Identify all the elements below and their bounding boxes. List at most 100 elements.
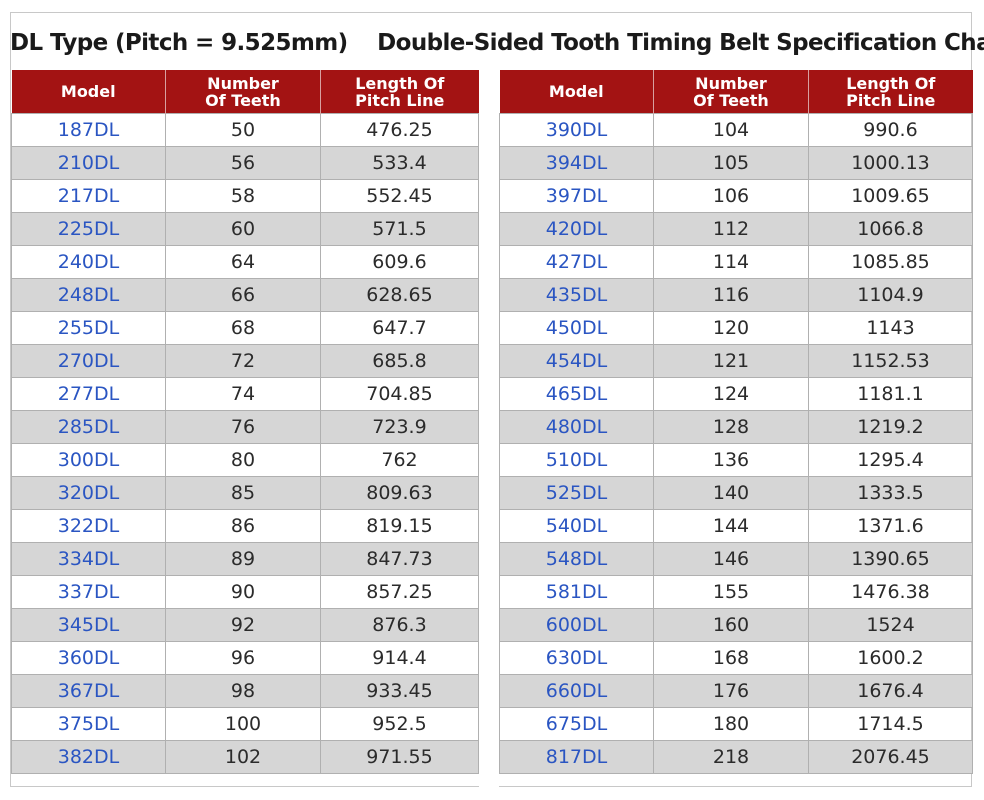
model-cell: 450DL [499, 311, 654, 345]
length-cell: 1476.38 [808, 575, 973, 609]
teeth-cell: 64 [165, 245, 321, 279]
table-row: 390DL 104 990.6 [499, 113, 973, 147]
length-cell: 1085.85 [808, 245, 973, 279]
table-row: 548DL 146 1390.65 [499, 542, 973, 576]
length-cell: 952.5 [320, 707, 479, 741]
teeth-cell: 68 [165, 311, 321, 345]
teeth-cell: 56 [165, 146, 321, 180]
length-cell: 933.45 [320, 674, 479, 708]
table-row: 255DL 68 647.7 [11, 311, 479, 345]
teeth-cell: 76 [165, 410, 321, 444]
table-row: 187DL 50 476.25 [11, 113, 479, 147]
model-cell: 255DL [11, 311, 166, 345]
length-cell: 647.7 [320, 311, 479, 345]
teeth-cell: 144 [653, 509, 809, 543]
table-row: 420DL 112 1066.8 [499, 212, 973, 246]
header-length-of-pitch-line: Length Of Pitch Line [808, 70, 973, 114]
length-cell: 819.15 [320, 509, 479, 543]
header-number-of-teeth: Number Of Teeth [653, 70, 809, 114]
teeth-cell: 168 [653, 641, 809, 675]
model-cell: 420DL [499, 212, 654, 246]
length-cell: 1219.2 [808, 410, 973, 444]
model-cell: 540DL [499, 509, 654, 543]
teeth-cell: 124 [653, 377, 809, 411]
teeth-cell: 114 [653, 245, 809, 279]
table-row: 675DL 180 1714.5 [499, 707, 973, 741]
model-cell: 337DL [11, 575, 166, 609]
teeth-cell: 106 [653, 179, 809, 213]
table-row: 660DL 176 1676.4 [499, 674, 973, 708]
model-cell: 277DL [11, 377, 166, 411]
table-row: 225DL 60 571.5 [11, 212, 479, 246]
table-gap [479, 70, 499, 787]
length-cell: 1714.5 [808, 707, 973, 741]
model-cell: 427DL [499, 245, 654, 279]
model-cell: 548DL [499, 542, 654, 576]
table-row: 367DL 98 933.45 [11, 674, 479, 708]
length-cell: 628.65 [320, 278, 479, 312]
teeth-cell: 85 [165, 476, 321, 510]
teeth-cell: 96 [165, 641, 321, 675]
model-cell: 510DL [499, 443, 654, 477]
table-row: 581DL 155 1476.38 [499, 575, 973, 609]
length-cell: 1000.13 [808, 146, 973, 180]
table-row: 360DL 96 914.4 [11, 641, 479, 675]
teeth-cell: 50 [165, 113, 321, 147]
table-row: 277DL 74 704.85 [11, 377, 479, 411]
teeth-cell: 116 [653, 278, 809, 312]
table-row: 382DL 102 971.55 [11, 740, 479, 774]
spec-table-right: Model Number Of Teeth Length Of Pitch Line… [499, 70, 973, 774]
length-cell: 1371.6 [808, 509, 973, 543]
table-row: 248DL 66 628.65 [11, 278, 479, 312]
teeth-cell: 66 [165, 278, 321, 312]
teeth-cell: 140 [653, 476, 809, 510]
teeth-cell: 80 [165, 443, 321, 477]
teeth-cell: 128 [653, 410, 809, 444]
table-row: 270DL 72 685.8 [11, 344, 479, 378]
model-cell: 382DL [11, 740, 166, 774]
model-cell: 394DL [499, 146, 654, 180]
model-cell: 581DL [499, 575, 654, 609]
length-cell: 857.25 [320, 575, 479, 609]
teeth-cell: 160 [653, 608, 809, 642]
teeth-cell: 155 [653, 575, 809, 609]
table-row: 375DL 100 952.5 [11, 707, 479, 741]
model-cell: 480DL [499, 410, 654, 444]
table-row: 465DL 124 1181.1 [499, 377, 973, 411]
model-cell: 320DL [11, 476, 166, 510]
teeth-cell: 72 [165, 344, 321, 378]
length-cell: 847.73 [320, 542, 479, 576]
length-cell: 1152.53 [808, 344, 973, 378]
teeth-cell: 92 [165, 608, 321, 642]
length-cell: 914.4 [320, 641, 479, 675]
model-cell: 345DL [11, 608, 166, 642]
model-cell: 240DL [11, 245, 166, 279]
teeth-cell: 102 [165, 740, 321, 774]
model-cell: 660DL [499, 674, 654, 708]
table-row: 300DL 80 762 [11, 443, 479, 477]
length-cell: 704.85 [320, 377, 479, 411]
length-cell: 762 [320, 443, 479, 477]
teeth-cell: 86 [165, 509, 321, 543]
model-cell: 187DL [11, 113, 166, 147]
table-row: 450DL 120 1143 [499, 311, 973, 345]
length-cell: 1066.8 [808, 212, 973, 246]
teeth-cell: 180 [653, 707, 809, 741]
length-cell: 990.6 [808, 113, 973, 147]
header-length-of-pitch-line: Length Of Pitch Line [320, 70, 479, 114]
table-row: 345DL 92 876.3 [11, 608, 479, 642]
teeth-cell: 58 [165, 179, 321, 213]
teeth-cell: 121 [653, 344, 809, 378]
length-cell: 1104.9 [808, 278, 973, 312]
table-row: 217DL 58 552.45 [11, 179, 479, 213]
table-row: 525DL 140 1333.5 [499, 476, 973, 510]
table-row: 817DL 218 2076.45 [499, 740, 973, 774]
table-row: 322DL 86 819.15 [11, 509, 479, 543]
teeth-cell: 105 [653, 146, 809, 180]
model-cell: 630DL [499, 641, 654, 675]
table-row: 320DL 85 809.63 [11, 476, 479, 510]
table-row: 510DL 136 1295.4 [499, 443, 973, 477]
model-cell: 675DL [499, 707, 654, 741]
header-model: Model [11, 70, 166, 114]
length-cell: 1181.1 [808, 377, 973, 411]
